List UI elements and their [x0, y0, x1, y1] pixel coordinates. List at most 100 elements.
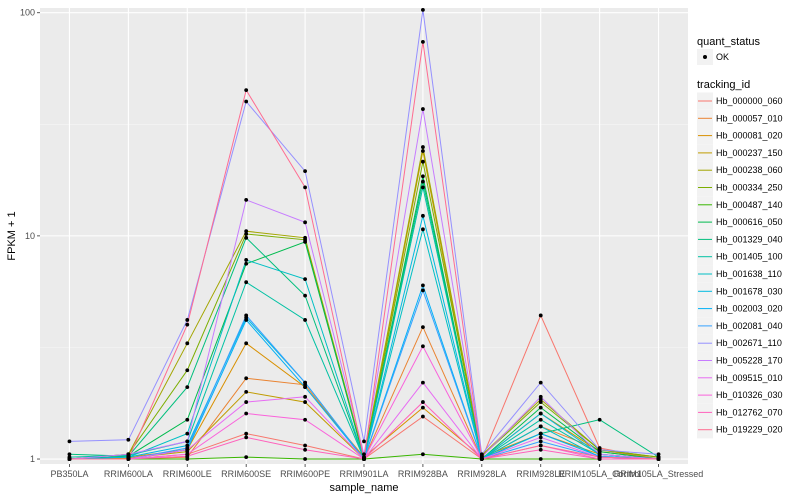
x-tick-label: PB350LA	[50, 469, 88, 479]
data-point	[303, 185, 307, 190]
legend-entry: Hb_000487_140	[697, 196, 783, 214]
x-tick-label: RRIM600LA	[104, 469, 153, 479]
x-tick-label: RRIM600LE	[163, 469, 212, 479]
legend-label: Hb_000000_060	[716, 96, 783, 106]
legend-entry: Hb_000334_250	[697, 178, 783, 197]
data-point	[303, 293, 307, 298]
data-point	[244, 318, 249, 322]
data-point	[244, 258, 249, 262]
y-axis: 1 10 100	[20, 8, 40, 464]
x-axis: PB350LA RRIM600LA RRIM600LE RRIM600SE RRIM60…	[50, 464, 703, 479]
data-point	[244, 88, 249, 93]
legend-entry: Hb_019229_020	[697, 421, 783, 439]
legend-label: Hb_000487_140	[716, 200, 783, 210]
legend-entry: Hb_000237_150	[697, 144, 783, 162]
data-point	[126, 437, 131, 442]
data-point	[67, 452, 72, 457]
data-point	[303, 220, 307, 225]
data-point	[244, 232, 249, 236]
data-point	[303, 277, 307, 282]
data-point	[244, 313, 249, 318]
legend-entry: Hb_000000_060	[697, 92, 783, 110]
data-point	[244, 435, 249, 440]
data-point	[597, 447, 602, 452]
legend-entry: Hb_000081_020	[697, 127, 783, 145]
data-point	[421, 288, 425, 293]
data-point	[303, 443, 307, 448]
data-point	[303, 239, 307, 244]
legend-entry: Hb_000616_050	[697, 213, 783, 231]
data-point	[597, 455, 602, 460]
data-point	[362, 452, 366, 457]
legend-label: Hb_001329_040	[716, 234, 783, 244]
data-point	[244, 229, 249, 234]
data-point	[479, 457, 484, 461]
data-point	[538, 394, 543, 399]
legend-entry: Hb_001405_100	[697, 248, 783, 266]
data-point	[421, 414, 425, 419]
legend-entry: Hb_002003_020	[697, 300, 783, 318]
data-point	[597, 452, 602, 457]
data-point	[126, 457, 131, 461]
data-point	[538, 313, 543, 318]
data-point	[67, 439, 72, 444]
data-point	[538, 417, 543, 422]
data-point	[185, 454, 190, 459]
data-point	[421, 145, 425, 149]
data-point	[421, 452, 425, 457]
data-point	[244, 455, 249, 460]
data-point	[538, 435, 543, 440]
legend-label: Hb_005228_170	[716, 356, 783, 366]
legend-entry: Hb_001678_030	[697, 282, 783, 300]
data-point	[126, 452, 131, 457]
legend-label: Hb_009515_010	[716, 373, 783, 383]
x-tick-label: RRIM600PE	[280, 469, 330, 479]
data-point	[244, 431, 249, 436]
data-point	[185, 385, 190, 390]
legend-entry: Hb_012762_070	[697, 403, 783, 422]
data-point	[185, 439, 190, 444]
data-point	[597, 417, 602, 422]
data-point	[421, 405, 425, 410]
data-point	[244, 261, 249, 266]
data-point	[244, 197, 249, 202]
data-point	[538, 411, 543, 416]
data-point	[538, 400, 543, 404]
legend-label: Hb_001678_030	[716, 286, 783, 296]
x-tick-label: RRIM600SE	[221, 469, 271, 479]
legend-entry: Hb_000057_010	[697, 109, 783, 127]
data-point	[421, 40, 425, 44]
legend-entry: Hb_002671_110	[697, 334, 782, 352]
x-tick-label: RRIM928LE	[516, 469, 565, 479]
data-point	[303, 400, 307, 404]
data-point	[538, 424, 543, 429]
legend-label: Hb_002671_110	[716, 338, 782, 348]
legend-label: Hb_001405_100	[716, 252, 783, 262]
data-point	[362, 439, 366, 444]
data-point	[303, 385, 307, 390]
data-point	[244, 400, 249, 404]
legend-label: Hb_000616_050	[716, 217, 783, 227]
legend-label: Hb_001638_110	[716, 269, 782, 279]
legend-label: Hb_000237_150	[716, 148, 783, 158]
data-point	[244, 376, 249, 381]
data-point	[185, 447, 190, 452]
x-tick-label: RRIM105LA_Control	[558, 469, 641, 479]
data-point	[362, 457, 366, 461]
legend-label: OK	[716, 52, 729, 62]
data-point	[479, 452, 484, 457]
legend-label: Hb_000238_060	[716, 165, 783, 175]
legend-entry: Hb_010326_030	[697, 386, 783, 404]
data-point	[185, 431, 190, 436]
data-point	[656, 452, 661, 457]
legend-label: Hb_002081_040	[716, 321, 783, 331]
data-point	[244, 235, 249, 240]
y-tick-label: 1	[30, 454, 35, 464]
legend-point-icon	[703, 55, 707, 59]
x-axis-title: sample_name	[329, 482, 398, 494]
data-point	[244, 411, 249, 416]
data-point	[303, 169, 307, 174]
x-tick-label: RRIM928LA	[457, 469, 506, 479]
legend-entry: Hb_000238_060	[697, 161, 783, 179]
